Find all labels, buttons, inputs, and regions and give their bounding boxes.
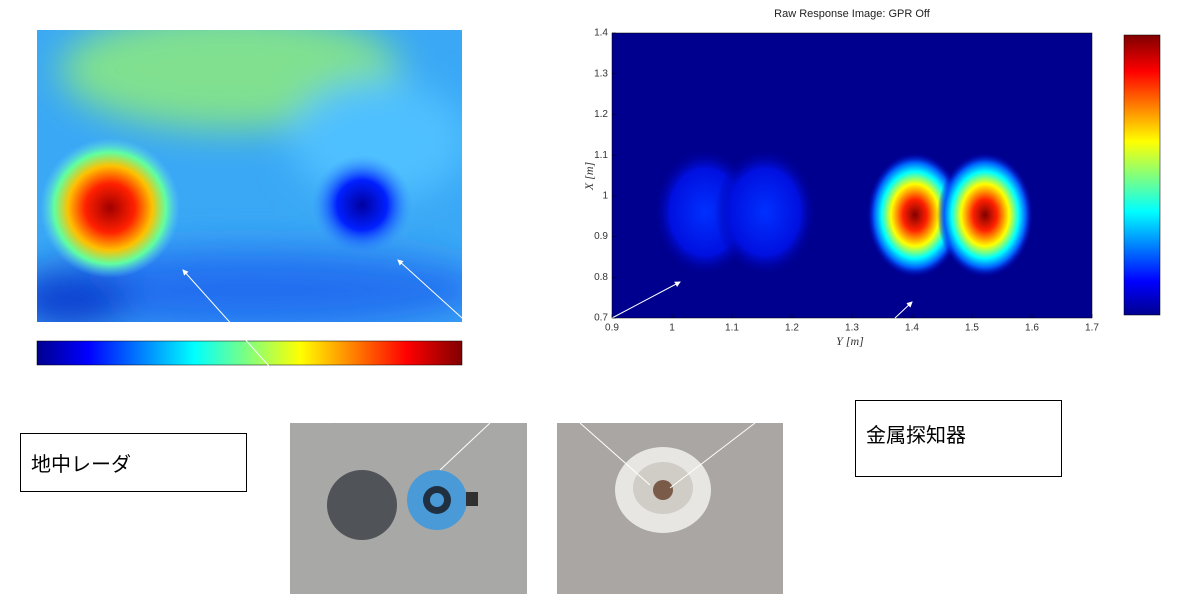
y-tick-label: 1.1 xyxy=(594,150,608,161)
x-axis-label: Y [m] xyxy=(836,334,864,348)
photo-md-target xyxy=(557,423,783,594)
x-tick-label: 1.3 xyxy=(845,323,859,334)
figure: Raw Response Image: GPR Off Y [m] X [m] … xyxy=(0,0,1191,594)
y-tick-label: 1.2 xyxy=(594,109,608,120)
page: Raw Response Image: GPR Off Y [m] X [m] … xyxy=(0,0,1191,594)
label-box: 金属探知器 xyxy=(855,400,1062,477)
y-tick-label: 1.3 xyxy=(594,68,608,79)
label-box: 地中レーダ xyxy=(20,433,247,492)
x-tick-label: 1 xyxy=(669,323,675,334)
md-colorbar xyxy=(1124,35,1160,315)
y-axis-label: X [m] xyxy=(582,162,596,192)
x-tick-label: 1.6 xyxy=(1025,323,1039,334)
x-tick-label: 1.4 xyxy=(905,323,919,334)
gpr-image xyxy=(10,10,490,330)
x-tick-label: 0.9 xyxy=(605,323,619,334)
blob xyxy=(937,153,1033,277)
x-tick-label: 1.7 xyxy=(1085,323,1099,334)
y-tick-label: 0.8 xyxy=(594,272,608,283)
x-tick-label: 1.1 xyxy=(725,323,739,334)
photo-gpr-targets xyxy=(290,423,527,594)
y-tick-label: 0.7 xyxy=(594,313,608,324)
x-tick-label: 1.5 xyxy=(965,323,979,334)
y-tick-label: 1.4 xyxy=(594,28,608,39)
x-tick-label: 1.2 xyxy=(785,323,799,334)
blob xyxy=(715,150,815,274)
chart-title: Raw Response Image: GPR Off xyxy=(774,8,931,20)
y-tick-label: 1 xyxy=(602,190,608,201)
y-tick-label: 0.9 xyxy=(594,231,608,242)
